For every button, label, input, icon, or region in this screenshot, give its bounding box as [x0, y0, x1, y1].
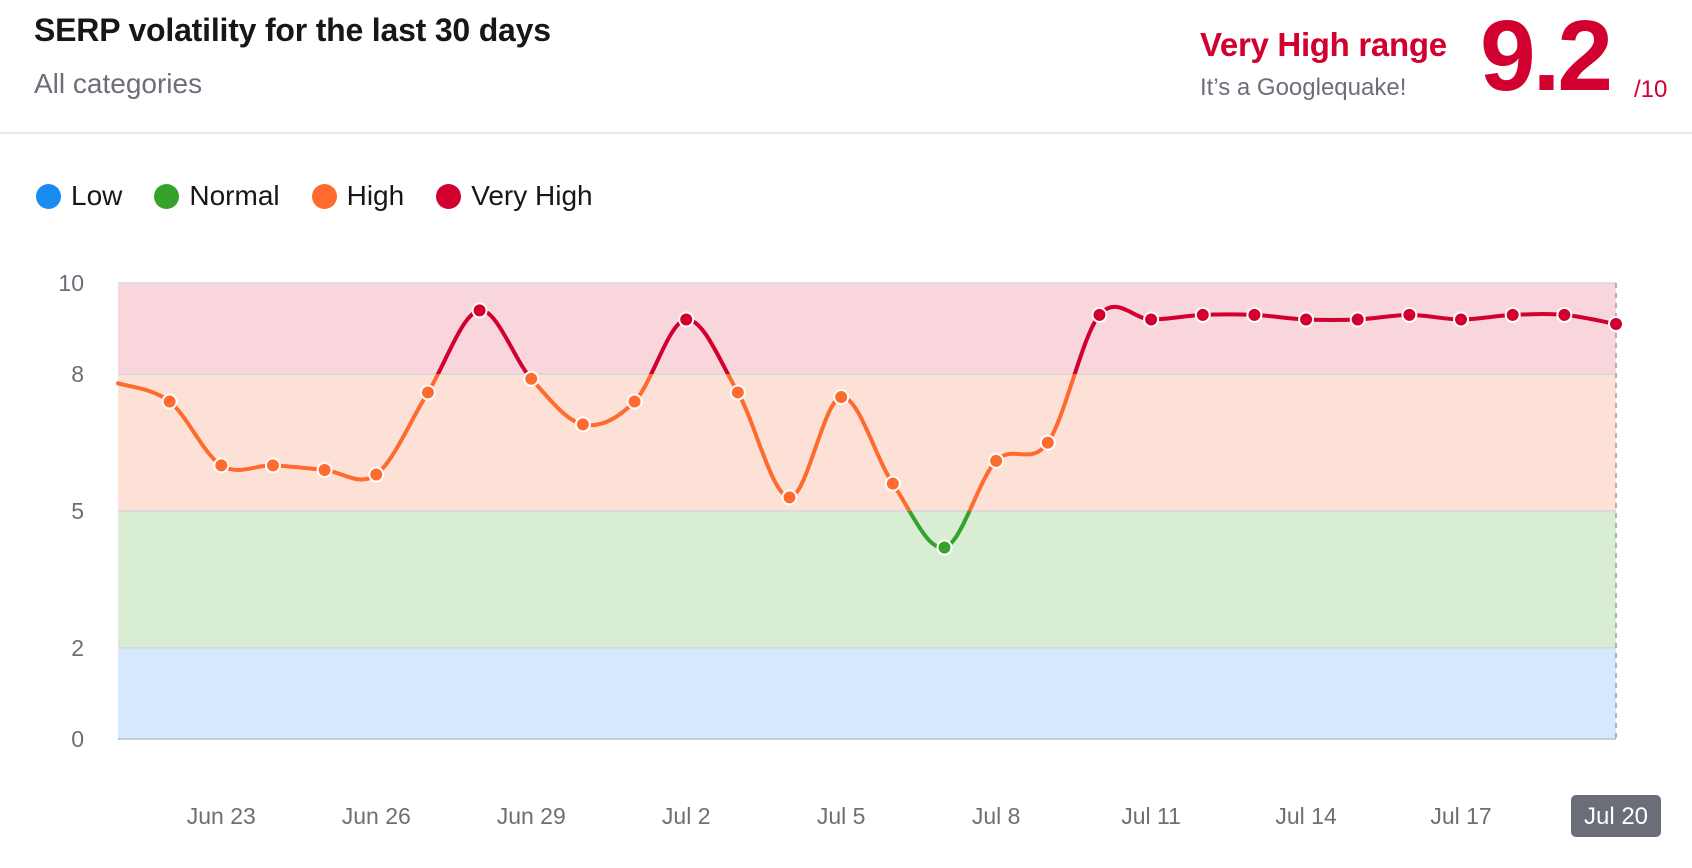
data-point	[1246, 306, 1263, 323]
current-date-badge	[1571, 795, 1661, 837]
data-point	[884, 475, 901, 492]
legend-dot-low	[36, 183, 61, 209]
x-tick-label: Jul 11	[1121, 803, 1181, 829]
legend-dot-very-high	[436, 183, 462, 209]
x-tick-label: Jun 26	[342, 803, 411, 829]
band-normal	[118, 511, 1616, 648]
data-point	[161, 393, 178, 410]
legend-label: High	[346, 180, 405, 211]
data-point	[574, 416, 591, 433]
data-point	[213, 457, 230, 474]
band-high	[118, 374, 1616, 511]
data-point	[419, 384, 436, 401]
x-tick-label: Jul 2	[662, 803, 711, 829]
data-point	[368, 466, 385, 483]
data-point	[1453, 311, 1470, 328]
legend-item-high[interactable]: High	[311, 180, 405, 212]
y-tick-label: 10	[58, 270, 84, 296]
band-low	[118, 647, 1616, 739]
chart-legend: Low Normal High Very High	[36, 180, 593, 212]
x-tick-label: Jul 17	[1430, 803, 1491, 829]
x-tick-label: Jun 23	[187, 803, 256, 829]
legend-item-normal[interactable]: Normal	[154, 180, 280, 212]
range-label: Very High range	[1200, 26, 1447, 63]
data-point	[1091, 306, 1108, 323]
x-tick-label: Jul 14	[1275, 803, 1337, 829]
range-note: It’s a Googlequake!	[1200, 74, 1407, 101]
widget-header: SERP volatility for the last 30 days All…	[0, 0, 1692, 134]
legend-dot-normal	[154, 183, 180, 209]
legend-label: Low	[71, 180, 123, 211]
volatility-score-max: /10	[1634, 76, 1668, 103]
data-point	[264, 457, 281, 474]
data-point	[626, 393, 643, 410]
data-point	[523, 370, 540, 387]
x-tick-label: Jul 8	[972, 803, 1021, 829]
data-point	[1504, 306, 1521, 323]
legend-item-very-high[interactable]: Very High	[436, 180, 593, 212]
data-point	[1401, 306, 1418, 323]
volatility-score: 9.2	[1480, 0, 1613, 112]
line-very-high	[435, 304, 1618, 375]
data-point	[1143, 311, 1160, 328]
x-tick-label: Jun 29	[497, 803, 566, 829]
legend-label: Normal	[189, 180, 280, 211]
data-point	[988, 452, 1005, 469]
y-tick-label: 0	[71, 726, 84, 752]
data-point	[1556, 306, 1573, 323]
data-point	[729, 384, 746, 401]
data-point	[471, 302, 488, 319]
data-point	[833, 389, 850, 405]
y-tick-label: 5	[71, 498, 84, 524]
y-tick-label: 2	[71, 635, 84, 661]
data-point	[781, 489, 798, 506]
data-point	[1349, 311, 1366, 328]
data-point	[316, 461, 333, 478]
data-point	[1608, 316, 1624, 333]
x-tick-label: Jul 5	[817, 803, 866, 829]
data-point	[936, 539, 953, 556]
band-very-high	[118, 283, 1616, 375]
legend-dot-high	[311, 183, 337, 209]
data-point	[1039, 434, 1056, 451]
x-tick-label-current: Jul 20	[1584, 803, 1648, 830]
data-point	[678, 311, 695, 328]
y-tick-label: 8	[71, 361, 84, 387]
legend-label: Very High	[471, 180, 593, 211]
data-point	[1298, 311, 1315, 328]
data-point	[1194, 306, 1211, 323]
category-filter-label[interactable]: All categories	[34, 68, 203, 99]
legend-item-low[interactable]: Low	[36, 180, 122, 212]
page-title: SERP volatility for the last 30 days	[34, 12, 551, 48]
